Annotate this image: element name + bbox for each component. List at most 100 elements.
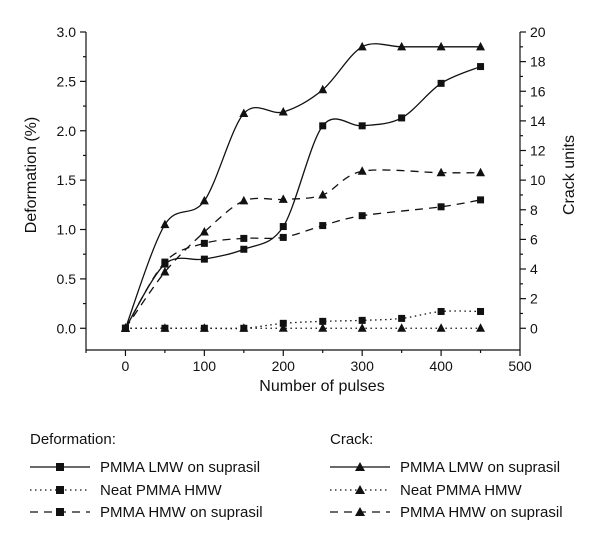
legend-group-title-deformation: Deformation: — [30, 431, 116, 448]
legend-label: PMMA HMW on suprasil — [400, 504, 563, 521]
data-point-square — [279, 223, 287, 231]
data-point-square — [319, 317, 327, 325]
data-point-square — [240, 245, 248, 253]
data-point-triangle — [318, 189, 328, 199]
series-line — [124, 43, 481, 329]
data-point-square — [200, 255, 208, 263]
data-point-square — [437, 79, 445, 87]
data-point-triangle — [199, 195, 209, 205]
data-point-triangle — [397, 323, 407, 332]
series-crack-5 — [120, 166, 486, 332]
series-line — [124, 169, 481, 329]
y-right-tick-label: 6 — [530, 231, 538, 247]
data-point-triangle — [239, 108, 249, 117]
y-left-tick-label: 2.0 — [57, 123, 77, 139]
y-right-tick-label: 20 — [530, 24, 546, 40]
y-left-tick-label: 0.0 — [57, 320, 77, 336]
data-point-triangle — [357, 323, 367, 332]
y-left-tick-label: 2.5 — [57, 73, 77, 89]
data-point-triangle — [476, 41, 486, 51]
data-point-triangle — [160, 219, 170, 229]
legend-entry-crack-neat: Neat PMMA HMW — [330, 482, 523, 499]
y-right-tick-label: 0 — [530, 320, 538, 336]
data-point-triangle — [476, 167, 486, 177]
legend-label: PMMA LMW on suprasil — [400, 459, 560, 476]
legend-entry-deformation-neat: Neat PMMA HMW — [30, 482, 223, 499]
x-tick-label: 400 — [429, 358, 453, 374]
series-crack-4 — [120, 323, 486, 332]
y-left-tick-label: 3.0 — [57, 24, 77, 40]
data-point-square — [161, 258, 169, 266]
data-point-triangle — [239, 323, 249, 332]
legend-entry-deformation-lmw: PMMA LMW on suprasil — [30, 459, 260, 476]
data-point-square — [477, 196, 485, 204]
data-point-triangle — [436, 323, 446, 332]
legend-entry-crack-lmw: PMMA LMW on suprasil — [330, 459, 560, 476]
data-point-square — [477, 63, 485, 71]
series-layer — [120, 41, 486, 332]
data-point-triangle — [436, 167, 446, 177]
data-point-triangle — [318, 84, 328, 94]
legend-label: PMMA HMW on suprasil — [100, 504, 263, 521]
x-tick-label: 0 — [122, 358, 130, 374]
data-point-triangle — [357, 41, 367, 51]
data-point-triangle — [239, 195, 249, 205]
series-line — [124, 65, 481, 329]
data-point-square — [358, 316, 366, 324]
data-point-triangle — [160, 266, 170, 276]
y-right-axis-title: Crack units — [561, 135, 578, 215]
data-point-square — [319, 122, 327, 130]
data-point-triangle — [476, 323, 486, 332]
y-left-axis-title: Deformation (%) — [23, 117, 40, 233]
data-point-triangle — [199, 226, 209, 236]
data-point-triangle — [318, 323, 328, 332]
data-point-square — [319, 222, 327, 230]
y-right-tick-label: 16 — [530, 83, 546, 99]
y-right-tick-label: 2 — [530, 291, 538, 307]
y-right-tick-label: 10 — [530, 172, 546, 188]
data-point-triangle — [278, 106, 288, 116]
data-point-square — [240, 234, 248, 242]
data-point-square — [358, 122, 366, 130]
legend-label: Neat PMMA HMW — [400, 482, 523, 499]
y-right-tick-label: 12 — [530, 143, 546, 159]
data-point-square — [437, 203, 445, 211]
x-tick-label: 500 — [508, 358, 532, 374]
series-line — [124, 199, 481, 329]
data-point-square — [437, 307, 445, 315]
data-point-square — [200, 239, 208, 247]
data-point-triangle — [278, 323, 288, 332]
legend-entry-deformation-hmw: PMMA HMW on suprasil — [30, 504, 263, 521]
data-point-square — [398, 314, 406, 322]
data-point-triangle — [278, 194, 288, 203]
series-line — [125, 310, 481, 330]
legend-label: PMMA LMW on suprasil — [100, 459, 260, 476]
labels-layer: Number of pulses Deformation (%) Crack u… — [23, 117, 578, 395]
legend: Deformation: Crack: PMMA LMW on suprasil… — [30, 431, 563, 521]
y-left-tick-label: 1.0 — [57, 222, 77, 238]
data-point-triangle — [357, 166, 367, 175]
data-point-triangle — [199, 323, 209, 332]
y-right-tick-label: 14 — [530, 113, 546, 129]
data-point-triangle — [120, 323, 130, 332]
data-point-triangle — [436, 41, 446, 51]
series-deformation-2 — [121, 196, 485, 332]
y-right-tick-label: 4 — [530, 261, 538, 277]
x-tick-label: 100 — [193, 358, 217, 374]
data-point-square — [279, 233, 287, 241]
x-tick-label: 200 — [272, 358, 296, 374]
data-point-square — [477, 307, 485, 315]
y-left-tick-label: 0.5 — [57, 271, 77, 287]
y-right-tick-label: 18 — [530, 54, 546, 70]
legend-label: Neat PMMA HMW — [100, 482, 223, 499]
data-point-triangle — [397, 41, 407, 51]
data-point-triangle — [160, 323, 170, 332]
x-axis-title: Number of pulses — [259, 378, 384, 395]
y-left-tick-label: 1.5 — [57, 172, 77, 188]
legend-entry-crack-hmw: PMMA HMW on suprasil — [330, 504, 563, 521]
series-crack-3 — [120, 41, 486, 332]
y-right-tick-label: 8 — [530, 202, 538, 218]
legend-group-title-crack: Crack: — [330, 431, 373, 448]
axes: 0 100 200 300 400 500 0.0 0.5 1.0 1.5 2.0 2.5 3.0 0 2 4… — [57, 24, 546, 374]
